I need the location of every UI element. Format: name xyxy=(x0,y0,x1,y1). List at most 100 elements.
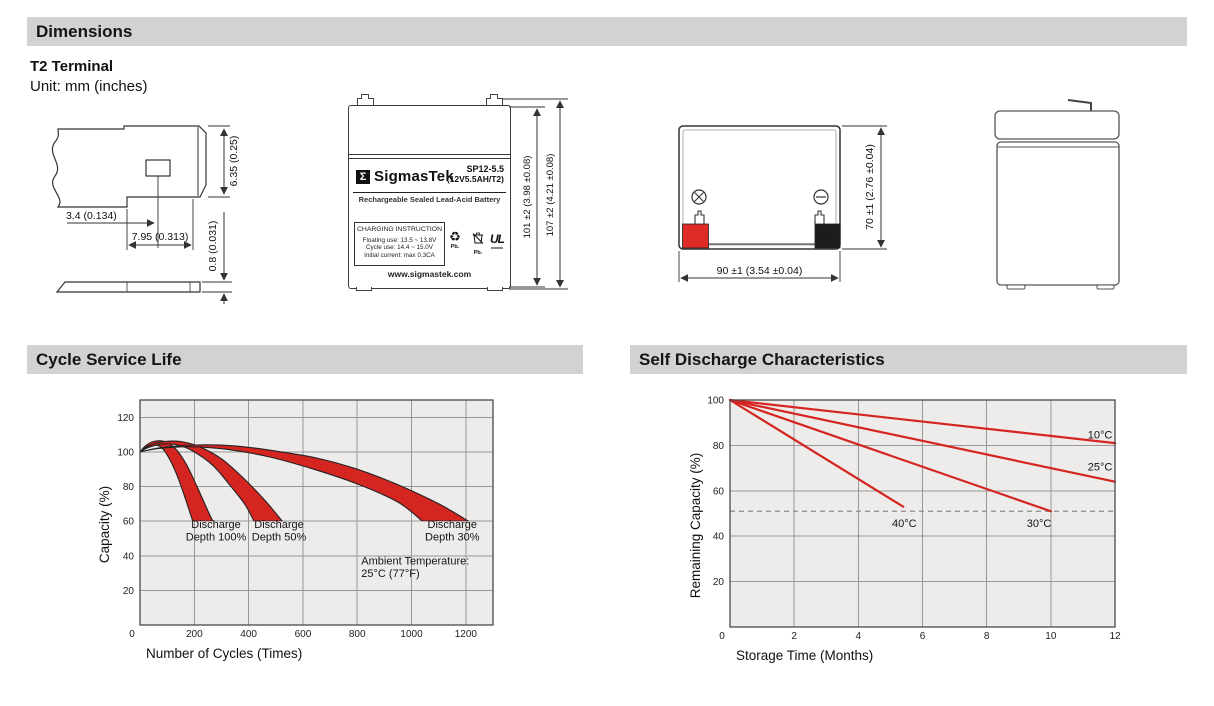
y-axis-title: Capacity (%) xyxy=(97,486,112,563)
positive-terminal-tab xyxy=(694,210,705,224)
model-number: SP12-5.5 xyxy=(466,164,504,174)
y-tick-label: 80 xyxy=(713,441,725,452)
negative-terminal xyxy=(486,94,503,107)
temperature-line xyxy=(728,398,1117,483)
label-logo-row: Σ SigmasTek SP12-5.5 (12V5.5AH/T2) xyxy=(356,164,504,192)
case-outline xyxy=(678,125,841,250)
y-tick-label: 100 xyxy=(117,447,134,458)
x-tick-label: 10 xyxy=(1045,631,1057,642)
dim-thickness-label: 0.8 (0.031) xyxy=(207,221,219,272)
y-tick-label: 40 xyxy=(123,551,135,562)
crossed-bin-icon xyxy=(472,232,484,244)
y-axis-title: Remaining Capacity (%) xyxy=(688,453,703,599)
y-tick-label: 60 xyxy=(713,486,725,497)
discharge-depth-band xyxy=(140,444,470,522)
chart-annotation: 25°C (77°F) xyxy=(361,568,419,580)
terminal-tab-outline xyxy=(51,125,207,208)
front-view-drawing: Σ SigmasTek SP12-5.5 (12V5.5AH/T2) Recha… xyxy=(348,94,588,310)
x-tick-label: 0 xyxy=(719,631,725,642)
temperature-line-label: 25°C xyxy=(1088,461,1113,473)
x-tick-label: 2 xyxy=(791,631,797,642)
case-inner-line xyxy=(682,129,837,246)
x-tick-label: 600 xyxy=(295,629,312,640)
charging-line-1: Floating use: 13.5 ~ 13.8V xyxy=(362,237,437,244)
temperature-line xyxy=(728,398,1117,445)
charging-lines: Floating use: 13.5 ~ 13.8V Cycle use: 14… xyxy=(355,237,444,259)
dimensions-title: Dimensions xyxy=(36,21,133,41)
x-tick-label: 1200 xyxy=(455,629,478,640)
x-tick-label: 200 xyxy=(186,629,203,640)
ul-mark-icon: UL xyxy=(490,232,505,246)
y-tick-label: 80 xyxy=(123,482,135,493)
battery-cap xyxy=(994,110,1120,140)
y-tick-label: 20 xyxy=(123,586,135,597)
discharge-depth-band xyxy=(140,440,283,522)
charging-line-2: Cycle use: 14.4 ~ 15.0V xyxy=(365,244,434,252)
front-view-dimensions: 101 ±2 (3.98 ±0.08) 107 ±2 (4.21 ±0.08) xyxy=(503,98,568,290)
y-tick-label: 60 xyxy=(123,517,135,528)
pb-bin-label: Pb. xyxy=(473,250,483,256)
chart-annotation: Depth 30% xyxy=(425,532,480,544)
terminal-side-strip xyxy=(55,281,201,293)
temperature-line xyxy=(728,398,905,508)
positive-polarity-icon xyxy=(691,189,707,205)
dim-offset-label: 3.4 (0.134) xyxy=(66,210,117,222)
grid xyxy=(730,399,1116,627)
battery-foot xyxy=(356,287,372,291)
x-axis-title: Storage Time (Months) xyxy=(736,648,873,663)
charging-title: CHARGING INSTRUCTION xyxy=(357,226,442,233)
negative-polarity-icon xyxy=(813,189,829,205)
battery-case-outline: Σ SigmasTek SP12-5.5 (12V5.5AH/T2) Recha… xyxy=(348,105,511,291)
cycle-section-header: Cycle Service Life xyxy=(27,345,583,374)
terminal-tip xyxy=(361,94,369,99)
battery-body xyxy=(996,141,1120,286)
self-discharge-chart: 10°C 25°C 30°C 40°C 0 2 4 6 8 10 12 20 40 60 80 100 Stor… xyxy=(680,388,1140,683)
negative-terminal-tab xyxy=(814,210,825,224)
plot-border xyxy=(139,399,494,626)
self-discharge-section-header: Self Discharge Characteristics xyxy=(630,345,1187,374)
dim-total-height-label: 107 ±2 (4.21 ±0.08) xyxy=(545,154,556,237)
discharge-chart-svg: 10°C 25°C 30°C 40°C 0 2 4 6 8 10 12 20 40 60 80 100 Stor… xyxy=(688,396,1121,664)
plot-border xyxy=(729,399,1116,628)
x-tick-label: 8 xyxy=(984,631,990,642)
pb-bin-cell: Pb. xyxy=(471,232,485,256)
cycle-title: Cycle Service Life xyxy=(36,349,182,369)
charging-instruction-box: CHARGING INSTRUCTION Floating use: 13.5 … xyxy=(354,222,445,266)
positive-terminal-block xyxy=(682,223,709,249)
recycle-icon: ♻ xyxy=(449,229,461,244)
chart-annotation: Depth 50% xyxy=(252,532,307,544)
y-tick-label: 100 xyxy=(707,396,724,407)
top-view-drawing: 90 ±1 (3.54 ±0.04) 70 ±1 (2.76 ±0.04) xyxy=(678,125,887,282)
chart-annotation: Discharge xyxy=(428,519,478,531)
temperature-line-label: 30°C xyxy=(1027,518,1052,530)
terminal-type-label: T2 Terminal xyxy=(30,58,114,75)
dim-depth-label: 70 ±1 (2.76 ±0.04) xyxy=(864,144,876,230)
charging-line-3: Initial current: max 0.3CA xyxy=(364,251,435,259)
battery-foot xyxy=(1096,284,1115,290)
side-view-drawing xyxy=(994,99,1120,290)
positive-terminal xyxy=(357,94,374,107)
model-spec: (12V5.5AH/T2) xyxy=(446,174,504,184)
battery-foot xyxy=(487,287,503,291)
dim-case-height-label: 101 ±2 (3.98 ±0.08) xyxy=(522,156,533,239)
negative-terminal-block xyxy=(814,223,841,249)
temperature-line-label: 40°C xyxy=(892,518,917,530)
brand-name: SigmasTek xyxy=(374,168,454,185)
positive-polarity-icon xyxy=(694,192,704,202)
dim-tab-height-label: 6.35 (0.25) xyxy=(228,136,240,187)
unit-label: Unit: mm (inches) xyxy=(30,78,148,95)
temperature-line-label: 10°C xyxy=(1088,430,1113,442)
chart-annotation: Discharge xyxy=(191,519,241,531)
x-tick-label: 800 xyxy=(349,629,366,640)
x-tick-label: 12 xyxy=(1109,631,1121,642)
battery-foot xyxy=(1006,284,1026,290)
chart-annotation: Ambient Temperature: xyxy=(361,555,469,567)
terminal-detail-drawing: 3.4 (0.134) 7.95 (0.313) 6.35 (0.25) 0.8… xyxy=(51,125,240,304)
chart-annotation: Depth 100% xyxy=(186,532,247,544)
brand-logo-icon: Σ xyxy=(356,170,370,184)
discharge-depth-band xyxy=(140,440,214,522)
label-rule xyxy=(353,192,506,193)
self-discharge-title: Self Discharge Characteristics xyxy=(639,349,885,369)
